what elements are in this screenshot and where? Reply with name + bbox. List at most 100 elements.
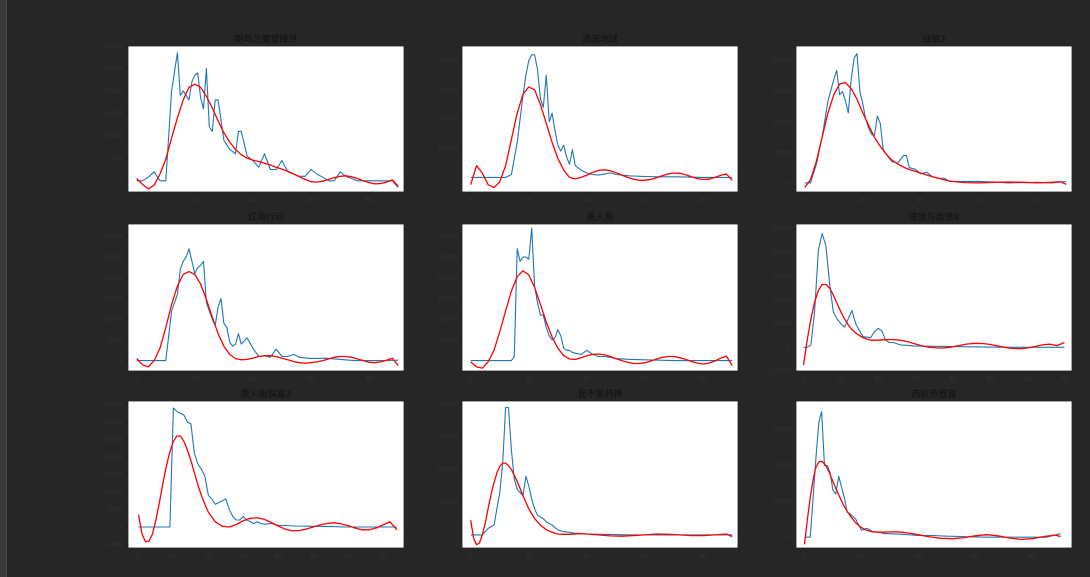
x-tick-label: 0 — [469, 376, 473, 383]
plot-area — [127, 45, 405, 193]
y-extra-label: □10000 — [766, 368, 791, 375]
y-tick-label: 30000 — [438, 87, 457, 94]
y-tick-label: 20000 — [104, 454, 123, 461]
x-tick-label: 20 — [205, 553, 213, 560]
y-tick-label: 0 — [119, 178, 123, 185]
y-tick-label: 25000 — [104, 437, 123, 444]
x-tick-label: 80 — [1033, 197, 1041, 204]
y-tick-label: 10000 — [438, 499, 457, 506]
y-tick-label: 15000 — [104, 472, 123, 479]
series-fit-line — [470, 270, 733, 369]
x-tick-label: 80 — [365, 376, 373, 383]
subplot-1: 朝鸟之魔童降世 0 20 40 60 80 0 5000 10000 15000 20000 2500… — [104, 33, 405, 204]
y-tick-label: 0 — [119, 524, 123, 531]
y-tick-label: 10000 — [438, 145, 457, 152]
series-data-line — [136, 248, 399, 362]
series-fit-line — [470, 86, 733, 189]
y-tick-label: 35000 — [104, 402, 123, 409]
y-tick-label: 30000 — [104, 43, 123, 50]
subplot-4: 红海行动 0 20 40 60 80 0 5000 10000 15000 20000 25000 30… — [104, 211, 405, 383]
y-tick-label: 30000 — [772, 89, 791, 96]
x-tick-label: 60 — [307, 376, 315, 383]
plot-title: 红海行动 — [248, 211, 284, 223]
x-tick-label: 40 — [583, 553, 591, 560]
series-fit-line — [137, 435, 398, 543]
y-tick-label: 10000 — [104, 489, 123, 496]
x-tick-label: 80 — [699, 553, 707, 560]
y-tick-label: 25000 — [104, 65, 123, 72]
x-tick-label: 40 — [274, 553, 282, 560]
y-tick-label: 30000 — [104, 233, 123, 240]
series-fit-line — [804, 81, 1067, 188]
series-data-line — [138, 407, 397, 528]
x-tick-label: 40 — [949, 376, 957, 383]
x-tick-label: 0 — [803, 553, 807, 560]
y-tick-label: 0 — [787, 534, 791, 541]
series-data-line — [470, 227, 733, 362]
series-fit-line — [803, 460, 1061, 545]
y-tick-label: 30000 — [772, 427, 791, 434]
x-tick-label: 60 — [307, 197, 315, 204]
plot-title: 我不是药神 — [577, 388, 622, 400]
series-data-line — [803, 232, 1065, 348]
y-tick-label: 30000 — [438, 434, 457, 441]
x-tick-label: 20 — [525, 197, 533, 204]
x-tick-label: 20 — [874, 376, 882, 383]
x-tick-label: 10 — [170, 553, 178, 560]
x-tick-label: 40 — [915, 553, 923, 560]
series-data-line — [470, 54, 733, 178]
y-tick-label: 0 — [787, 180, 791, 187]
x-tick-label: 50 — [309, 553, 317, 560]
x-tick-label: 50 — [986, 376, 994, 383]
plot-title: 流浪地球 — [582, 33, 618, 45]
y-tick-label: 0 — [453, 174, 457, 181]
y-tick-label: 15000 — [438, 296, 457, 303]
y-tick-label: 20000 — [772, 463, 791, 470]
x-tick-label: 10 — [837, 376, 845, 383]
x-tick-label: 0 — [137, 553, 141, 560]
subplot-9: 西虹市首富 0 20 40 60 80 0 10000 20000 30000 — [772, 388, 1073, 560]
series-data-line — [804, 53, 1067, 184]
y-tick-label: 40000 — [438, 401, 457, 408]
x-tick-label: 60 — [1023, 376, 1031, 383]
y-tick-label: 30000 — [772, 273, 791, 280]
x-tick-label: 0 — [469, 197, 473, 204]
x-tick-label: 40 — [249, 197, 257, 204]
y-tick-label: 20000 — [438, 467, 457, 474]
x-tick-label: 0 — [135, 197, 139, 204]
window-left-border — [0, 0, 7, 577]
x-tick-label: 40 — [583, 376, 591, 383]
y-tick-label: 10000 — [772, 321, 791, 328]
y-tick-label: 20000 — [438, 275, 457, 282]
plot-title: 唐人街探案2 — [241, 388, 292, 400]
y-tick-label: 30000 — [438, 233, 457, 240]
x-tick-label: 60 — [641, 553, 649, 560]
x-tick-label: 80 — [699, 376, 707, 383]
plot-title: 速度与激情8 — [909, 211, 960, 223]
plot-title: 朝鸟之魔童降世 — [234, 33, 297, 45]
plot-title: 战狼2 — [922, 33, 946, 45]
subplot-6: 速度与激情8 0 10 20 30 40 50 60 70 0 10000 20000 30000 400… — [766, 211, 1073, 383]
y-tick-label: 50000 — [772, 226, 791, 233]
y-tick-label: -5000 — [106, 542, 124, 549]
y-tick-label: 30000 — [104, 419, 123, 426]
y-tick-label: 0 — [453, 532, 457, 539]
plot-area — [795, 400, 1073, 549]
y-tick-label: 0 — [119, 358, 123, 365]
y-tick-label: 40000 — [438, 58, 457, 65]
x-tick-label: 40 — [583, 197, 591, 204]
subplot-8: 我不是药神 0 20 40 60 80 0 10000 20000 30000 40000 — [438, 388, 739, 560]
x-tick-label: 80 — [365, 197, 373, 204]
y-tick-label: 20000 — [772, 119, 791, 126]
x-tick-label: 80 — [1028, 553, 1036, 560]
x-tick-label: 0 — [135, 376, 139, 383]
plot-area — [461, 223, 739, 372]
series-fit-line — [470, 462, 733, 546]
y-tick-label: 10000 — [438, 316, 457, 323]
y-tick-label: 20000 — [438, 116, 457, 123]
y-tick-label: 10000 — [772, 149, 791, 156]
y-tick-label: 5000 — [108, 155, 123, 162]
y-tick-label: 15000 — [104, 296, 123, 303]
plot-area — [461, 45, 739, 193]
series-fit-line — [136, 83, 399, 190]
